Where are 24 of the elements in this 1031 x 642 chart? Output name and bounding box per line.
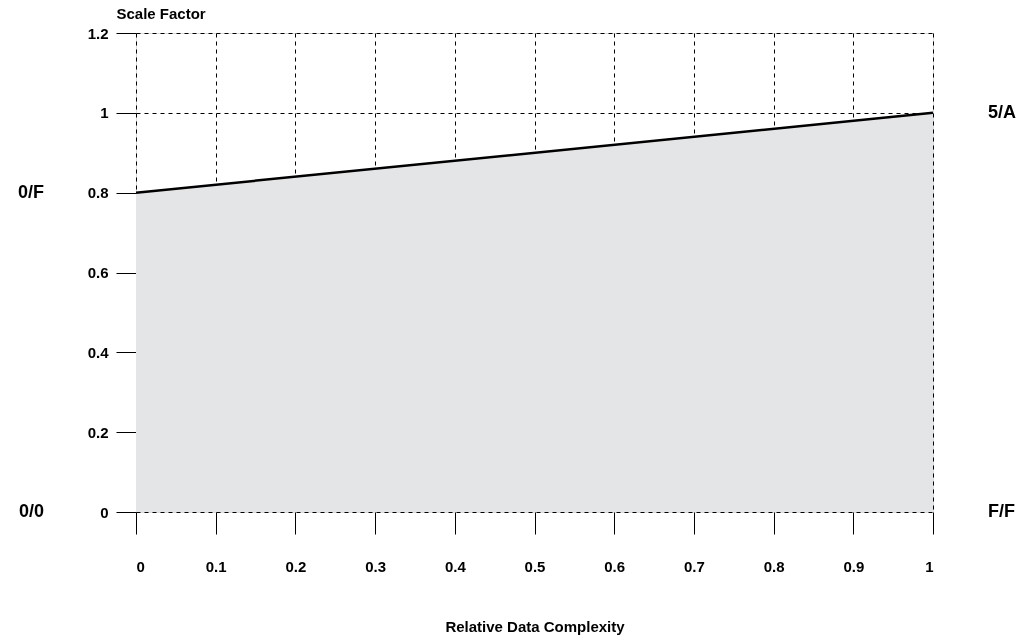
y-tick-label: 1 [100,104,109,122]
x-tick-label: 0.3 [365,557,387,575]
x-tick-label: 0.4 [444,557,467,575]
y-tick-label: 0.4 [87,343,110,361]
x-tick-label: 0.2 [285,557,307,575]
y-tick-label: 0.6 [87,264,109,281]
x-tick-label: 0.5 [524,557,546,575]
text: F/F [988,501,1015,521]
text: 5/A [988,101,1017,122]
x-tick-label: 0.6 [604,557,626,575]
y-tick-label: 0.2 [87,423,109,441]
x-tick-label: 0.7 [683,557,705,575]
x-tick-label: 0.1 [205,557,227,575]
x-axis-title: Relative Data Complexity [445,617,626,635]
y-axis-title: Scale Factor [116,4,206,22]
y-tick-label: 0.8 [87,184,109,202]
text: 0/F [17,181,44,202]
y-tick-label: 1.2 [87,24,109,42]
text: 0/0 [18,501,44,521]
x-tick-label: 1 [925,557,934,575]
x-tick-label: 0 [136,557,145,575]
y-tick-label: 0 [100,503,109,521]
x-tick-label: 0.9 [843,557,865,575]
x-tick-label: 0.8 [763,557,785,575]
